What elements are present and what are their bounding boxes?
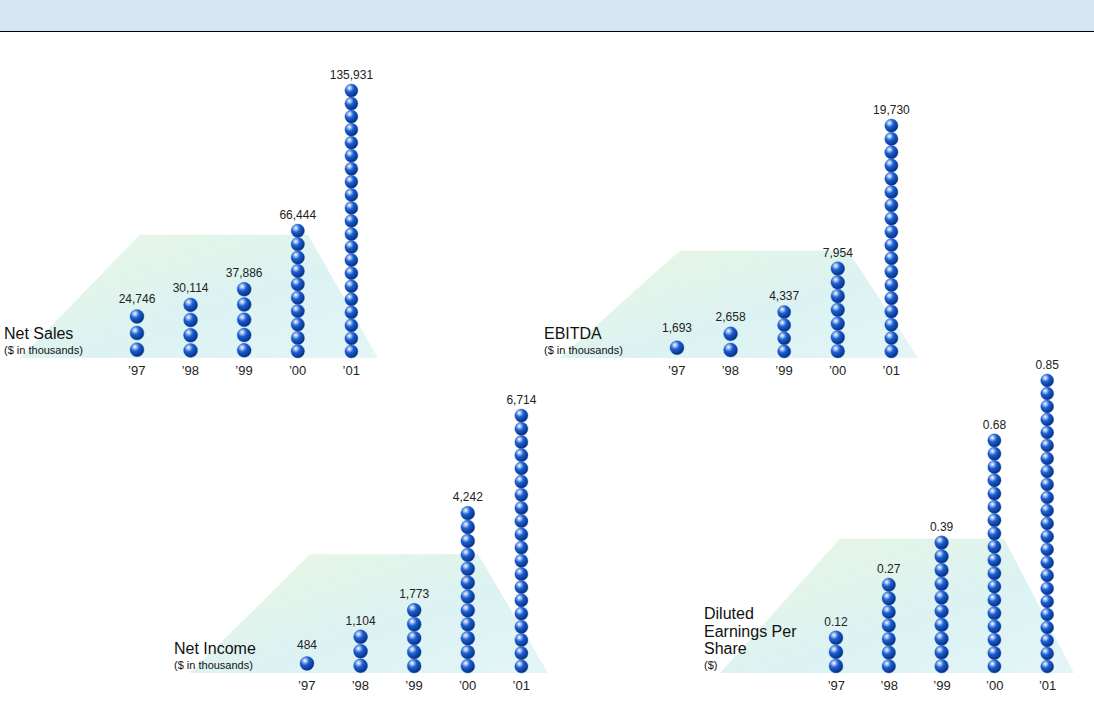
svg-text:484: 484 <box>297 638 317 652</box>
svg-text:’98: ’98 <box>722 363 739 378</box>
svg-text:’98: ’98 <box>881 678 898 693</box>
svg-text:’01: ’01 <box>883 363 900 378</box>
svg-text:24,746: 24,746 <box>119 292 156 306</box>
svg-text:’01: ’01 <box>343 363 360 378</box>
svg-text:’99: ’99 <box>933 678 950 693</box>
html-text:($ in thousands): ($ in thousands) <box>4 343 83 356</box>
svg-text:’00: ’00 <box>986 678 1003 693</box>
svg-text:0.39: 0.39 <box>930 520 954 534</box>
svg-text:’01: ’01 <box>513 678 530 693</box>
svg-text:2,658: 2,658 <box>716 310 746 324</box>
svg-text:’99: ’99 <box>405 678 422 693</box>
svg-text:66,444: 66,444 <box>279 208 316 222</box>
html-text:Net Income: Net Income <box>174 640 256 658</box>
svg-text:0.68: 0.68 <box>983 418 1007 432</box>
svg-text:4,337: 4,337 <box>769 289 799 303</box>
svg-text:30,114: 30,114 <box>173 281 209 295</box>
svg-text:0.85: 0.85 <box>1036 358 1060 372</box>
svg-text:’00: ’00 <box>289 363 306 378</box>
svg-text:1,693: 1,693 <box>662 321 692 335</box>
svg-text:37,886: 37,886 <box>226 266 263 280</box>
html-text:($ in thousands): ($ in thousands) <box>544 343 623 356</box>
svg-text:’97: ’97 <box>128 363 145 378</box>
svg-text:4,242: 4,242 <box>453 490 483 504</box>
svg-text:’00: ’00 <box>459 678 476 693</box>
svg-text:19,730: 19,730 <box>873 103 910 117</box>
svg-text:’99: ’99 <box>775 363 792 378</box>
html-text:Net Sales: Net Sales <box>4 325 74 343</box>
svg-text:’97: ’97 <box>298 678 315 693</box>
svg-text:0.27: 0.27 <box>877 562 901 576</box>
svg-text:1,773: 1,773 <box>399 587 429 601</box>
svg-text:’99: ’99 <box>235 363 252 378</box>
svg-text:135,931: 135,931 <box>330 68 374 82</box>
svg-text:0.12: 0.12 <box>824 615 848 629</box>
svg-text:’97: ’97 <box>668 363 685 378</box>
svg-text:6,714: 6,714 <box>506 393 536 407</box>
svg-text:’97: ’97 <box>828 678 845 693</box>
html-text:Diluted Earnings Per Share: Diluted Earnings Per Share <box>704 605 797 658</box>
html-text:EBITDA: EBITDA <box>544 325 602 343</box>
svg-text:7,954: 7,954 <box>823 246 853 260</box>
svg-text:’98: ’98 <box>352 678 369 693</box>
svg-text:1,104: 1,104 <box>346 614 376 628</box>
html-text:($ in thousands): ($ in thousands) <box>174 658 253 671</box>
svg-text:’00: ’00 <box>829 363 846 378</box>
svg-text:’98: ’98 <box>182 363 199 378</box>
svg-text:’01: ’01 <box>1039 678 1056 693</box>
